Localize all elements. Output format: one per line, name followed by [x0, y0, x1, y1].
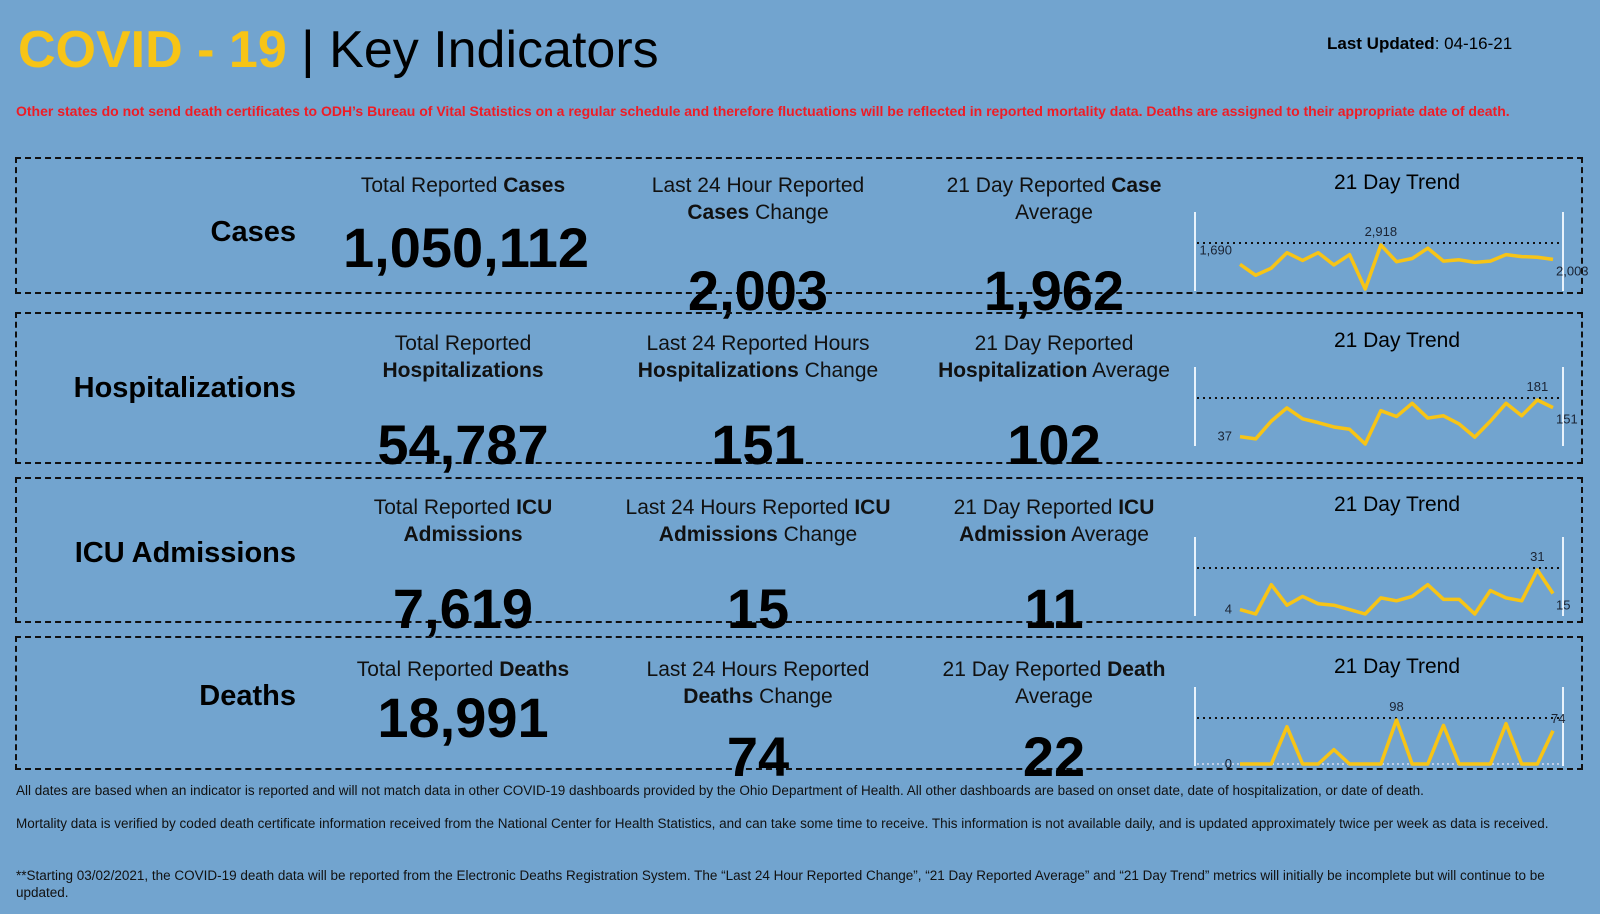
change-value: 15	[726, 577, 790, 640]
change-metric: Last 24 Reported Hours Hospitalizations …	[618, 330, 898, 475]
average-value: 22	[1022, 725, 1086, 788]
average-value: 11	[1024, 577, 1084, 640]
panel-icu-admissions: ICU Admissions Total Reported ICU Admiss…	[15, 477, 1583, 639]
trend-first-label: 0	[1225, 756, 1232, 771]
change-metric: Last 24 Hour Reported Cases Change 2,003	[618, 172, 898, 321]
trend-last-label: 15	[1556, 597, 1570, 612]
trend-line	[1240, 718, 1555, 766]
trend-sparkline: 0 98 74	[1194, 687, 1565, 771]
footer-note-2: Mortality data is verified by coded deat…	[16, 816, 1549, 831]
footer-note-3: **Starting 03/02/2021, the COVID-19 deat…	[16, 868, 1545, 900]
panel-cases: Cases Total Reported Cases 1,050,112 Las…	[15, 157, 1589, 321]
trend-last-label: 2,003	[1556, 263, 1589, 278]
panel-deaths: Deaths Total Reported Deaths 18,991 Last…	[15, 636, 1583, 787]
average-metric: 21 Day Reported Death Average 22	[914, 656, 1194, 787]
trend-title: 21 Day Trend	[1333, 329, 1461, 352]
trend-title: 21 Day Trend	[1333, 493, 1461, 516]
trend-title: 21 Day Trend	[1333, 171, 1461, 194]
average-metric: 21 Day Reported ICU Admission Average 11	[914, 494, 1194, 639]
change-value: 2,003	[687, 259, 829, 322]
average-metric: 21 Day Reported Hospitalization Average …	[914, 330, 1194, 475]
trend-sparkline: 1,690 2,918 2,003	[1194, 212, 1589, 291]
panel-label: Cases	[210, 216, 296, 248]
trend-max-label: 2,918	[1365, 224, 1398, 239]
total-value: 54,787	[377, 413, 549, 476]
total-value: 1,050,112	[343, 216, 590, 279]
change-value: 74	[726, 725, 790, 788]
page-title: COVID - 19 | Key Indicators	[18, 21, 659, 79]
panel-label: ICU Admissions	[74, 537, 296, 569]
mortality-note: Other states do not send death certifica…	[16, 103, 1510, 119]
footer-note-1: All dates are based when an indicator is…	[16, 783, 1424, 798]
total-metric: Total Reported Cases 1,050,112	[343, 174, 590, 279]
total-metric: Total Reported Deaths 18,991	[343, 656, 583, 748]
trend-line	[1239, 398, 1554, 446]
trend-first-label: 1,690	[1199, 242, 1232, 257]
average-value: 102	[1007, 413, 1101, 476]
trend-last-label: 151	[1556, 412, 1578, 427]
trend-last-label: 74	[1551, 711, 1565, 726]
trend-max-label: 98	[1389, 699, 1403, 714]
change-value: 151	[711, 413, 805, 476]
trend-line	[1239, 568, 1555, 616]
total-metric: Total Reported ICU Admissions 7,619	[343, 494, 583, 639]
trend-title: 21 Day Trend	[1333, 655, 1461, 678]
trend-first-label: 4	[1225, 602, 1232, 617]
panel-hospitalizations: Hospitalizations Total Reported Hospital…	[15, 312, 1583, 475]
total-value: 18,991	[377, 686, 549, 749]
total-value: 7,619	[392, 577, 534, 640]
total-metric: Total Reported Hospitalizations 54,787	[343, 330, 583, 475]
change-metric: Last 24 Hours Reported Deaths Change 74	[618, 656, 898, 787]
trend-line	[1238, 243, 1554, 291]
trend-sparkline: 37 181 151	[1194, 367, 1578, 446]
trend-max-label: 31	[1530, 549, 1544, 564]
trend-sparkline: 4 31 15	[1194, 537, 1570, 617]
trend-max-label: 181	[1526, 379, 1548, 394]
change-metric: Last 24 Hours Reported ICU Admissions Ch…	[618, 494, 898, 639]
trend-first-label: 37	[1218, 429, 1232, 444]
last-updated: Last Updated: 04-16-21	[1327, 34, 1513, 53]
average-value: 1,962	[983, 259, 1125, 322]
panel-label: Hospitalizations	[73, 372, 296, 404]
panel-label: Deaths	[199, 680, 296, 712]
average-metric: 21 Day Reported Case Average 1,962	[914, 172, 1194, 321]
